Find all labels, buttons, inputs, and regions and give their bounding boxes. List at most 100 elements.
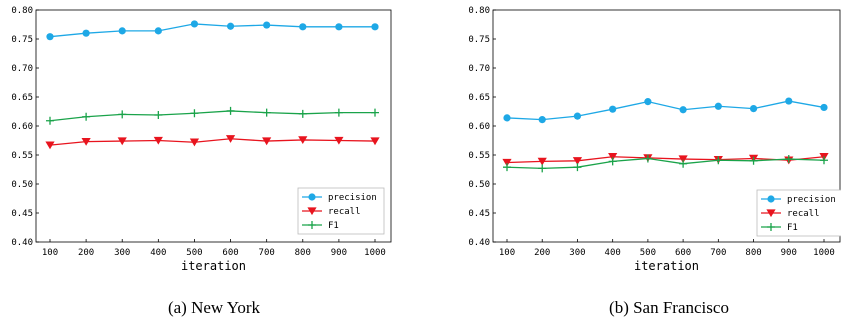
point-precision bbox=[749, 105, 758, 113]
point-precision bbox=[714, 102, 722, 110]
x-tick-label: 300 bbox=[114, 248, 130, 258]
x-tick-label: 100 bbox=[42, 248, 58, 258]
point-recall bbox=[537, 157, 547, 166]
y-tick-label: 0.55 bbox=[468, 151, 490, 161]
point-precision bbox=[538, 116, 546, 124]
x-tick-label: 800 bbox=[745, 248, 761, 258]
x-tick-label: 100 bbox=[499, 248, 515, 258]
point-f1 bbox=[154, 110, 163, 119]
legend-marker-f1 bbox=[767, 223, 775, 231]
point-recall bbox=[153, 136, 163, 145]
y-tick-label: 0.70 bbox=[11, 64, 33, 74]
y-tick-label: 0.55 bbox=[11, 151, 33, 161]
x-tick-label: 1000 bbox=[813, 248, 835, 258]
chart-san-francisco: 0.40 0.45 0.50 0.55 0.60 0.65 0.70 0.75 0.80 100 2… bbox=[468, 6, 841, 273]
y-tick-label: 0.45 bbox=[468, 209, 490, 219]
x-tick-label: 300 bbox=[569, 248, 585, 258]
legend-label-precision: precision bbox=[787, 195, 836, 205]
point-precision bbox=[263, 21, 271, 29]
point-recall bbox=[608, 153, 618, 161]
legend-label-recall: recall bbox=[328, 207, 361, 217]
y-tick-label: 0.40 bbox=[11, 238, 33, 248]
point-precision bbox=[609, 105, 617, 113]
point-recall bbox=[572, 157, 583, 165]
chart-new-york: 0.40 0.45 0.50 0.55 0.60 0.65 0.70 0.75 0.80 100 2… bbox=[11, 6, 392, 273]
point-f1 bbox=[298, 109, 307, 118]
point-f1 bbox=[262, 108, 271, 117]
y-tick-label: 0.70 bbox=[468, 64, 490, 74]
point-f1 bbox=[679, 159, 688, 168]
point-f1 bbox=[371, 108, 379, 117]
point-f1 bbox=[820, 156, 828, 165]
point-f1 bbox=[118, 110, 127, 119]
x-tick-label: 600 bbox=[675, 248, 691, 258]
point-f1 bbox=[46, 116, 54, 125]
x-tick-label: 1000 bbox=[364, 248, 386, 258]
y-tick-label: 0.50 bbox=[468, 180, 490, 190]
point-f1 bbox=[503, 163, 511, 172]
point-precision bbox=[226, 22, 235, 30]
x-axis-label: iteration bbox=[181, 259, 246, 273]
point-f1 bbox=[714, 156, 723, 165]
point-f1 bbox=[573, 163, 582, 172]
series-line-f1 bbox=[506, 157, 825, 169]
series-line-precision bbox=[506, 100, 825, 121]
point-precision bbox=[503, 114, 511, 122]
point-f1 bbox=[226, 106, 235, 115]
x-tick-label: 600 bbox=[222, 248, 238, 258]
y-tick-label: 0.75 bbox=[468, 35, 490, 45]
series-line-recall bbox=[49, 138, 376, 146]
y-tick-label: 0.45 bbox=[11, 209, 33, 219]
legend-label-f1: F1 bbox=[328, 221, 339, 231]
y-tick-label: 0.75 bbox=[11, 35, 33, 45]
legend-label-f1: F1 bbox=[787, 223, 798, 233]
point-recall bbox=[262, 137, 272, 146]
point-precision bbox=[82, 29, 90, 37]
point-f1 bbox=[190, 109, 199, 118]
x-axis-label: iteration bbox=[634, 259, 699, 273]
point-precision bbox=[118, 27, 126, 35]
x-tick-label: 200 bbox=[78, 248, 94, 258]
y-tick-label: 0.80 bbox=[468, 6, 490, 16]
point-precision bbox=[820, 103, 828, 112]
point-precision bbox=[335, 23, 343, 31]
y-tick-label: 0.60 bbox=[468, 122, 490, 132]
point-f1 bbox=[749, 156, 758, 165]
x-tick-label: 900 bbox=[331, 248, 347, 258]
x-tick-label: 400 bbox=[150, 248, 166, 258]
x-tick-label: 500 bbox=[640, 248, 656, 258]
point-recall bbox=[334, 136, 344, 145]
legend-label-precision: precision bbox=[328, 193, 377, 203]
series-line-precision bbox=[49, 23, 375, 38]
series-line-f1 bbox=[49, 110, 375, 122]
point-recall bbox=[45, 141, 55, 150]
x-tick-label: 200 bbox=[534, 248, 550, 258]
point-recall bbox=[370, 137, 380, 146]
x-tick-label: 700 bbox=[710, 248, 726, 258]
point-precision bbox=[371, 23, 379, 31]
point-f1 bbox=[608, 157, 617, 166]
caption-new-york: (a) New York bbox=[168, 298, 261, 317]
x-tick-label: 800 bbox=[295, 248, 311, 258]
point-precision bbox=[154, 27, 162, 35]
caption-san-francisco: (b) San Francisco bbox=[609, 298, 729, 317]
legend-marker-f1 bbox=[308, 221, 316, 229]
x-tick-label: 900 bbox=[781, 248, 797, 258]
point-precision bbox=[679, 106, 687, 114]
point-recall bbox=[678, 155, 688, 164]
y-tick-label: 0.50 bbox=[11, 180, 33, 190]
point-f1 bbox=[538, 164, 547, 173]
point-f1 bbox=[334, 108, 343, 117]
y-tick-label: 0.65 bbox=[11, 93, 33, 103]
y-tick-label: 0.60 bbox=[11, 122, 33, 132]
legend-marker-precision bbox=[308, 193, 316, 201]
legend-marker-recall bbox=[307, 207, 317, 216]
point-precision bbox=[190, 20, 199, 28]
legend-label-recall: recall bbox=[787, 209, 820, 219]
point-precision bbox=[299, 23, 307, 31]
point-f1 bbox=[643, 154, 652, 163]
point-f1 bbox=[82, 112, 91, 121]
y-tick-label: 0.65 bbox=[468, 93, 490, 103]
point-precision bbox=[785, 97, 793, 105]
